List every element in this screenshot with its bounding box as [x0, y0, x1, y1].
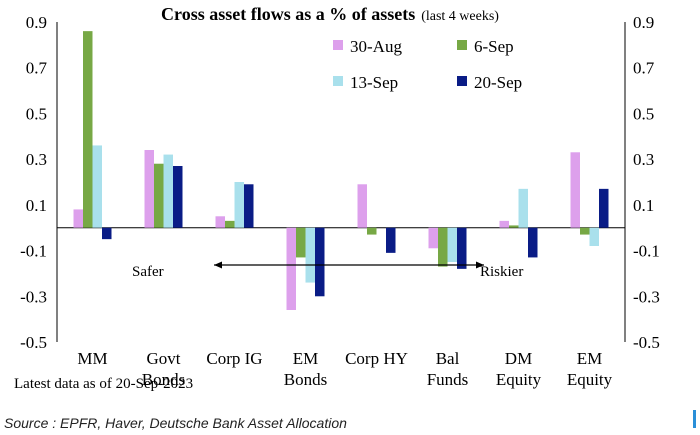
bar-6-sep-0	[83, 31, 93, 228]
bar-13-sep-7	[589, 227, 599, 246]
bar-13-sep-2	[234, 182, 244, 228]
bar-30-aug-5	[428, 227, 438, 249]
legend-label-13-sep: 13-Sep	[350, 73, 398, 92]
bar-13-sep-1	[163, 154, 173, 228]
y-tick-label-left: -0.5	[20, 333, 47, 352]
source-note: Source : EPFR, Haver, Deutsche Bank Asse…	[4, 415, 347, 431]
bar-20-sep-6	[528, 227, 538, 258]
y-tick-label-left: -0.1	[20, 242, 47, 261]
annotation-riskier: Riskier	[480, 264, 523, 280]
category-label: Corp IG	[206, 349, 262, 368]
bar-20-sep-4	[386, 227, 396, 253]
y-tick-label-right: 0.7	[633, 59, 655, 78]
bar-13-sep-6	[518, 188, 528, 228]
bar-30-aug-2	[215, 216, 225, 228]
annotation-arrow-left-head	[214, 261, 222, 269]
y-tick-label-right: 0.5	[633, 104, 654, 123]
category-label: Corp HY	[345, 349, 408, 368]
bar-30-aug-0	[73, 209, 83, 228]
bar-6-sep-1	[154, 163, 164, 228]
category-label: MM	[77, 349, 107, 368]
bar-30-aug-1	[144, 150, 154, 228]
category-label: EM	[577, 349, 603, 368]
bar-20-sep-2	[244, 184, 254, 228]
legend-swatch-6-sep	[457, 40, 467, 50]
bar-30-aug-7	[570, 152, 580, 228]
left-tick-labels: -0.5 -0.3 -0.1 0.1 0.3 0.5 0.7 0.9	[20, 13, 47, 352]
bars-group	[73, 31, 609, 310]
bar-30-aug-6	[499, 220, 509, 228]
chart-title: Cross asset flows as a % of assets (last …	[161, 4, 499, 24]
category-label: Bonds	[142, 370, 185, 389]
bar-20-sep-5	[457, 227, 467, 269]
category-label: Equity	[496, 370, 542, 389]
y-tick-label-right: -0.3	[633, 287, 660, 306]
category-label: Bal	[436, 349, 460, 368]
bar-20-sep-1	[173, 166, 183, 228]
chart-title-main: Cross asset flows as a % of assets	[161, 4, 415, 24]
y-tick-label-left: -0.3	[20, 287, 47, 306]
bar-6-sep-2	[225, 220, 235, 228]
bar-6-sep-7	[580, 227, 590, 235]
y-tick-label-right: -0.1	[633, 242, 660, 261]
chart-title-suffix: (last 4 weeks)	[421, 9, 499, 24]
bar-13-sep-0	[92, 145, 102, 228]
bar-13-sep-3	[305, 227, 315, 283]
legend: 30-Aug 6-Sep 13-Sep 20-Sep	[333, 37, 522, 92]
annotation-safer: Safer	[132, 264, 164, 280]
y-tick-label-left: 0.5	[26, 104, 47, 123]
bar-6-sep-4	[367, 227, 377, 235]
bar-6-sep-6	[509, 225, 519, 228]
category-label: Govt	[147, 349, 181, 368]
category-label: Equity	[567, 370, 613, 389]
bar-13-sep-5	[447, 227, 457, 262]
annotation-arrow-right-head	[476, 261, 484, 269]
category-label: Bonds	[284, 370, 327, 389]
category-label: EM	[293, 349, 319, 368]
legend-label-20-sep: 20-Sep	[474, 73, 522, 92]
bar-20-sep-0	[102, 227, 112, 240]
category-label: Funds	[427, 370, 469, 389]
bar-6-sep-3	[296, 227, 306, 258]
legend-swatch-13-sep	[333, 76, 343, 86]
y-tick-label-left: 0.7	[26, 59, 48, 78]
category-label: DM	[505, 349, 532, 368]
y-tick-label-right: 0.1	[633, 196, 654, 215]
legend-swatch-30-aug	[333, 40, 343, 50]
y-tick-label-right: 0.3	[633, 150, 654, 169]
footnote: Latest data as of 20-Sep-2023	[14, 376, 193, 392]
y-tick-label-left: 0.9	[26, 13, 47, 32]
right-tick-labels: -0.5 -0.3 -0.1 0.1 0.3 0.5 0.7 0.9	[633, 13, 660, 352]
y-tick-label-left: 0.3	[26, 150, 47, 169]
y-tick-label-right: 0.9	[633, 13, 654, 32]
legend-label-30-aug: 30-Aug	[350, 37, 402, 56]
y-tick-label-left: 0.1	[26, 196, 47, 215]
bar-20-sep-7	[599, 188, 609, 228]
y-tick-label-right: -0.5	[633, 333, 660, 352]
bar-6-sep-5	[438, 227, 448, 267]
legend-label-6-sep: 6-Sep	[474, 37, 514, 56]
bar-30-aug-3	[286, 227, 296, 310]
bar-20-sep-3	[315, 227, 325, 297]
category-labels: MM Govt Bonds Corp IG EM Bonds Corp HY Bal Funds…	[77, 349, 612, 389]
bar-30-aug-4	[357, 184, 367, 228]
brand-mark	[693, 410, 696, 428]
legend-swatch-20-sep	[457, 76, 467, 86]
